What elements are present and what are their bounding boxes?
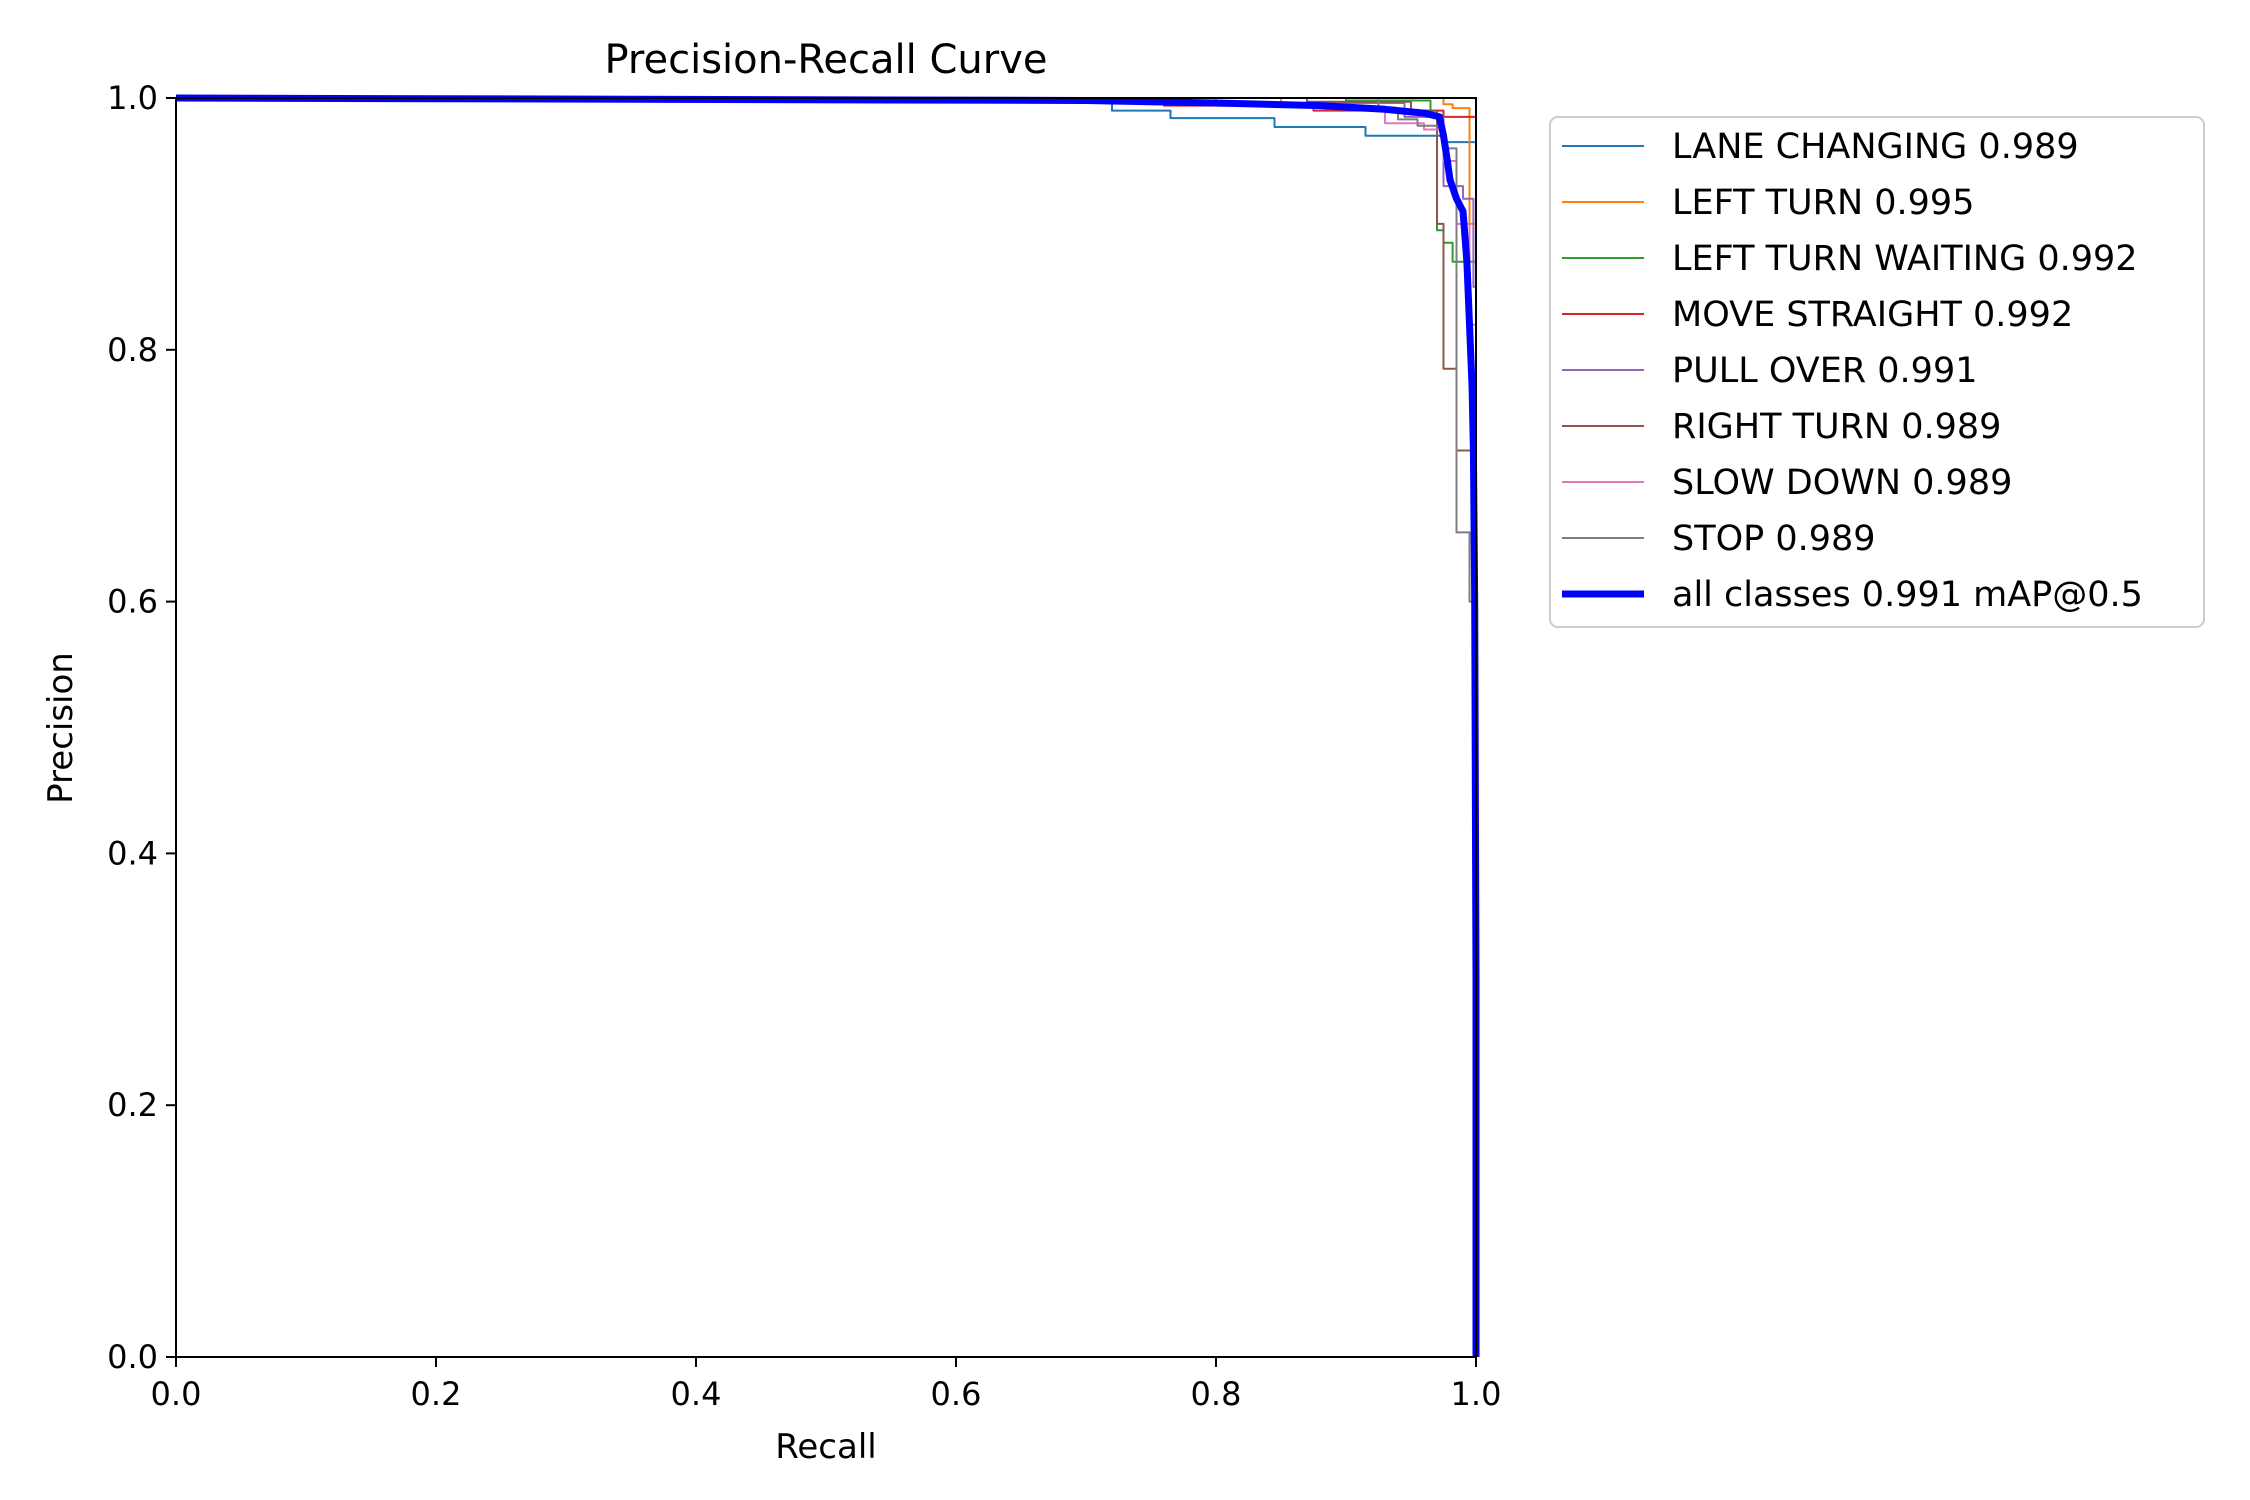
legend-label-1: LEFT TURN 0.995 — [1672, 183, 1974, 223]
y-tick-label: 0.0 — [107, 1338, 158, 1376]
series-layer — [175, 94, 1480, 1357]
x-tick-label: 0.2 — [411, 1375, 462, 1413]
x-axis-ticks: 0.0 0.2 0.4 0.6 0.8 1.0 — [151, 1357, 1502, 1413]
legend-label-2: LEFT TURN WAITING 0.992 — [1672, 239, 2138, 279]
plot-frame — [175, 97, 1477, 1358]
y-axis-ticks: 0.0 0.2 0.4 0.6 0.8 1.0 — [107, 79, 176, 1376]
series-line-8 — [175, 94, 1480, 1357]
x-tick-label: 0.8 — [1191, 1375, 1242, 1413]
x-tick-label: 0.0 — [151, 1375, 202, 1413]
legend-label-5: RIGHT TURN 0.989 — [1672, 407, 2001, 447]
y-tick-label: 0.6 — [107, 583, 158, 621]
y-tick-label: 0.8 — [107, 331, 158, 369]
legend-label-4: PULL OVER 0.991 — [1672, 351, 1977, 391]
legend-label-8: all classes 0.991 mAP@0.5 — [1672, 575, 2143, 615]
legend: LANE CHANGING 0.989 LEFT TURN 0.995 LEFT T… — [1549, 116, 2205, 628]
series-line-2 — [176, 97, 1477, 1357]
x-axis-label: Recall — [775, 1427, 876, 1467]
chart-title: Precision-Recall Curve — [605, 37, 1048, 83]
legend-label-7: STOP 0.989 — [1672, 519, 1876, 559]
y-tick-label: 1.0 — [107, 79, 158, 117]
x-tick-label: 1.0 — [1451, 1375, 1502, 1413]
plot-area — [175, 94, 1480, 1358]
legend-label-3: MOVE STRAIGHT 0.992 — [1672, 295, 2073, 335]
legend-label-6: SLOW DOWN 0.989 — [1672, 463, 2012, 503]
plot-background — [176, 98, 1476, 1357]
y-tick-label: 0.2 — [107, 1086, 158, 1124]
y-axis-label: Precision — [41, 652, 81, 804]
y-tick-label: 0.4 — [107, 834, 158, 872]
legend-label-0: LANE CHANGING 0.989 — [1672, 127, 2079, 167]
legend-items: LANE CHANGING 0.989 LEFT TURN 0.995 LEFT T… — [1562, 127, 2143, 615]
x-tick-label: 0.4 — [671, 1375, 722, 1413]
legend-frame — [1549, 116, 2205, 628]
x-tick-label: 0.6 — [931, 1375, 982, 1413]
